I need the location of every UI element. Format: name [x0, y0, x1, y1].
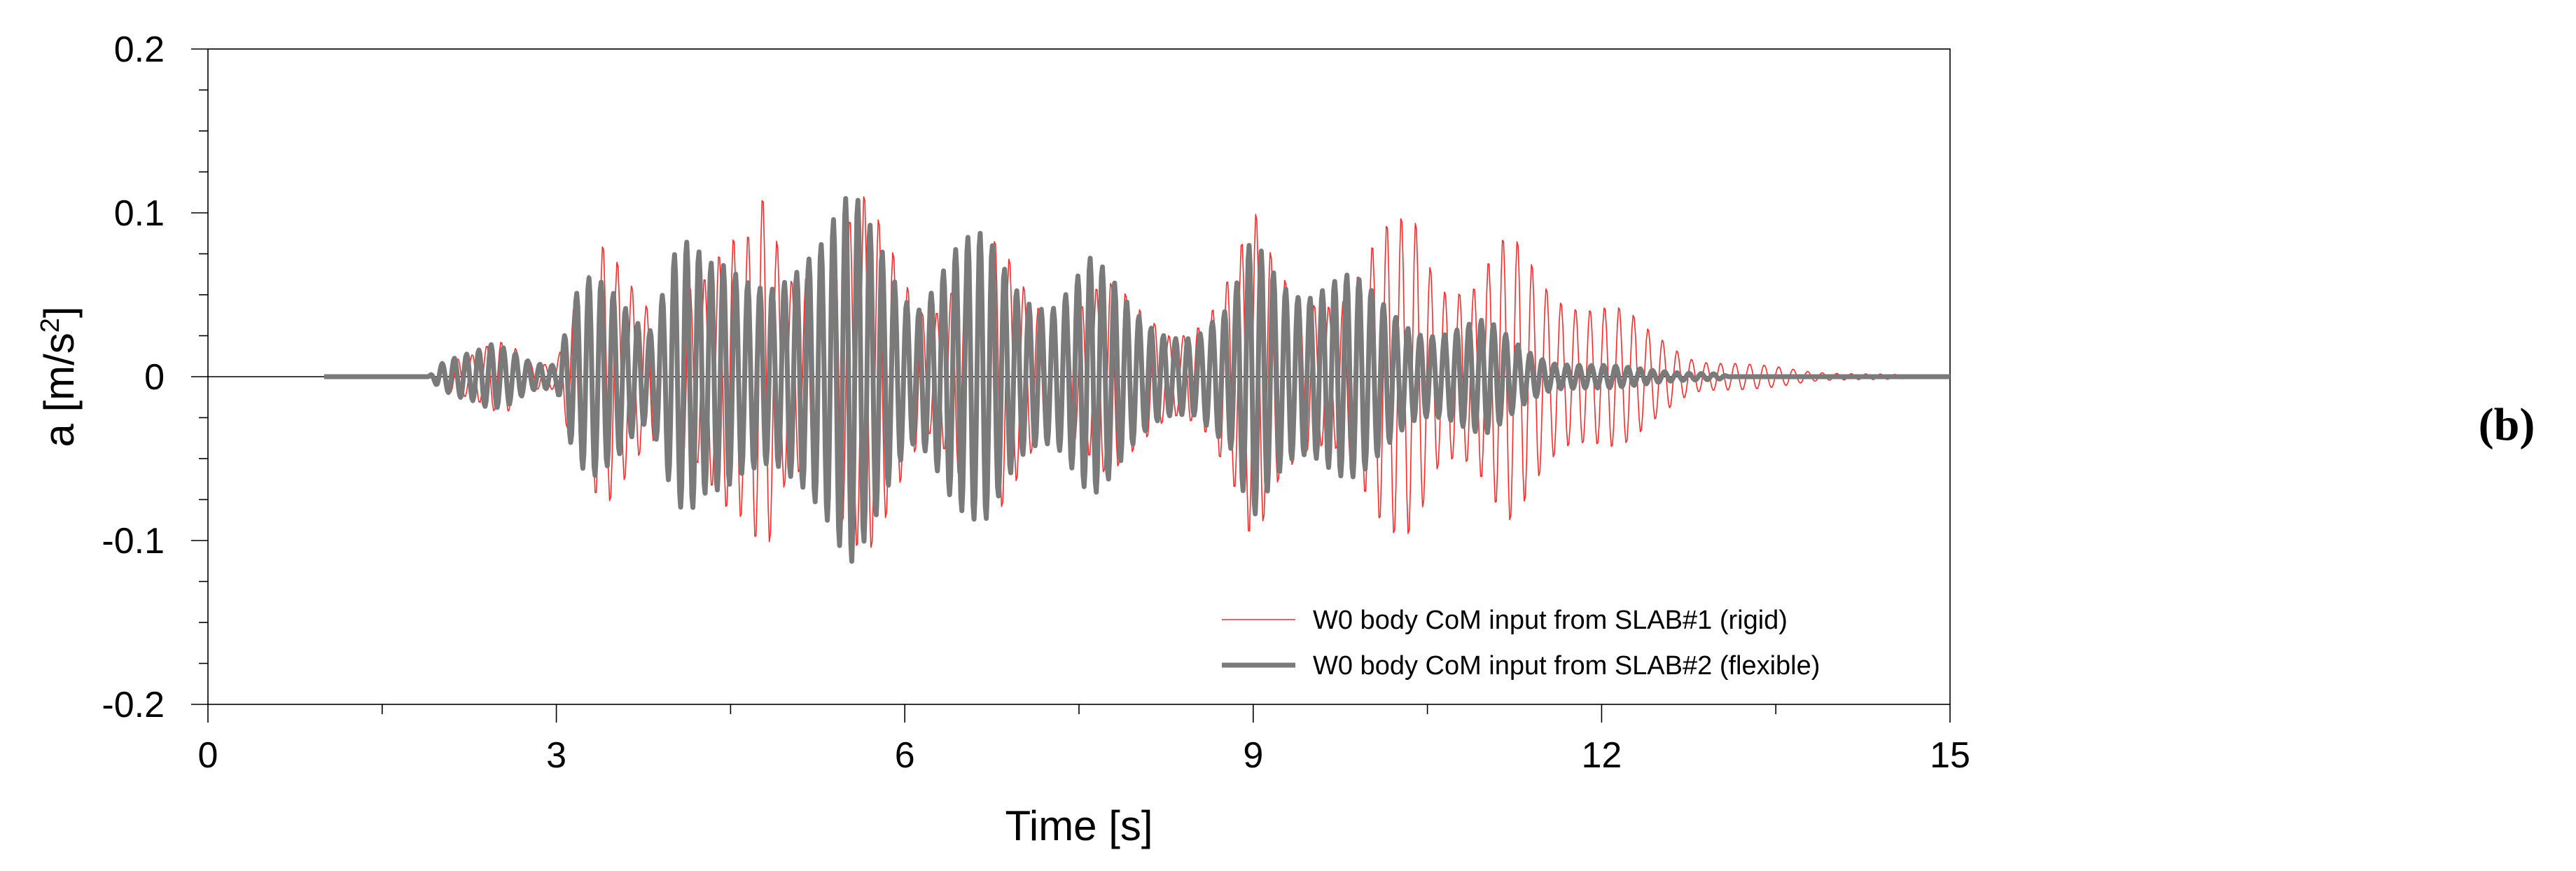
- x-tick-label: 9: [1243, 735, 1263, 776]
- legend-label-rigid: W0 body CoM input from SLAB#1 (rigid): [1313, 606, 1788, 635]
- series-layer: [322, 196, 1951, 564]
- x-tick-label: 15: [1930, 735, 1970, 776]
- y-tick-label: 0.1: [114, 193, 165, 234]
- x-tick-label: 3: [546, 735, 566, 776]
- x-tick-label: 12: [1581, 735, 1622, 776]
- y-axis-title-tail: ]: [36, 306, 83, 318]
- x-tick-label: 6: [895, 735, 915, 776]
- series-line-flexible: [322, 196, 1951, 564]
- legend-label-flexible: W0 body CoM input from SLAB#2 (flexible): [1313, 651, 1820, 681]
- axis-tick-labels: 0 3 6 9 12 15 -0.2 -0.1 0 0.1 0.2: [102, 29, 1970, 776]
- legend: W0 body CoM input from SLAB#1 (rigid) W0…: [1222, 606, 1820, 681]
- y-tick-label: -0.2: [102, 685, 165, 725]
- y-tick-label: -0.1: [102, 521, 165, 562]
- x-axis-title: Time [s]: [1005, 802, 1153, 849]
- y-tick-label: 0: [144, 357, 165, 398]
- x-tick-label: 0: [198, 735, 218, 776]
- y-axis-title-superscript: 2: [36, 318, 65, 333]
- y-axis-title-main: a [m/s: [36, 333, 83, 447]
- y-axis-title: a [m/s2]: [36, 306, 83, 447]
- y-tick-label: 0.2: [114, 29, 165, 70]
- axis-ticks: [191, 48, 1951, 723]
- panel-label: (b): [2479, 399, 2535, 450]
